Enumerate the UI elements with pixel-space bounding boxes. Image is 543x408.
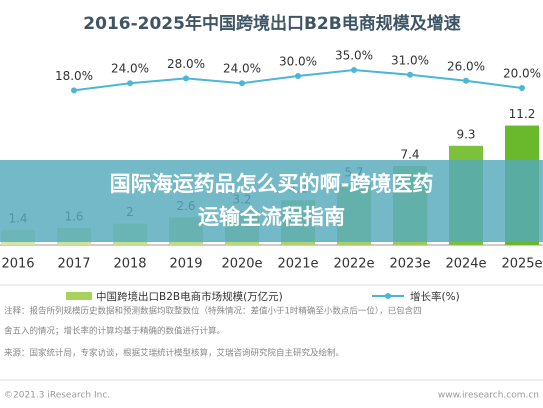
copyright: ©2021.3 iResearch Inc. [4, 391, 110, 401]
x-tick-label: 2025e [501, 257, 542, 272]
bar-label: 11.2 [509, 107, 536, 121]
bar-label: 9.3 [456, 127, 475, 141]
chart-title: 2016-2025年中国跨境出口B2B电商规模及增速 [83, 13, 460, 34]
line-label: 31.0% [391, 53, 429, 67]
line-point [407, 71, 413, 78]
line-label: 26.0% [447, 59, 485, 73]
line-point [127, 80, 133, 87]
line-label: 24.0% [111, 62, 149, 76]
source: 来源：国家统计局，专家访谈，根据艾瑞统计模型核算，艾瑞咨询研究院自主研究及绘制。 [4, 348, 344, 359]
x-tick-label: 2018 [113, 257, 146, 272]
bar-label: 7.4 [400, 148, 419, 162]
x-tick-label: 2020e [221, 257, 262, 272]
line-label: 18.0% [55, 69, 93, 83]
legend-swatch [385, 293, 391, 299]
note: 舍五入的情况；增长率的计算均基于精确的数值进行计算。 [4, 326, 225, 337]
x-tick-label: 2024e [445, 257, 486, 272]
line-label: 20.0% [503, 67, 541, 81]
x-tick-label: 2023e [389, 257, 430, 272]
x-tick-label: 2022e [333, 257, 374, 272]
legend-label: 中国跨境出口B2B电商市场规模(万亿元) [96, 290, 283, 303]
line-point [351, 67, 357, 73]
legend-label: 增长率(%) [410, 290, 460, 303]
line-point [239, 80, 245, 87]
website: www.iresearch.com.cn [438, 391, 539, 401]
note: 注释：报告所列规模历史数据和预测数据均取整数位（特殊情况：差值小于1时精确至小数… [4, 306, 422, 317]
line-label: 35.0% [335, 49, 373, 63]
line-point [71, 87, 77, 94]
line-label: 30.0% [279, 55, 317, 69]
banner-line: 运输全流程指南 [198, 205, 345, 229]
x-tick-label: 2016 [1, 257, 34, 272]
banner: 国际海运药品怎么买的啊-跨境医药 运输全流程指南 [0, 160, 543, 242]
line-point [519, 85, 525, 91]
line-label: 24.0% [223, 62, 261, 76]
line-point [463, 77, 469, 84]
line-label: 28.0% [167, 57, 205, 71]
x-tick-label: 2017 [57, 257, 90, 272]
line-point [295, 73, 301, 79]
line-point [183, 75, 189, 82]
banner-line: 国际海运药品怎么买的啊-跨境医药 [109, 172, 434, 196]
legend-swatch [66, 292, 92, 300]
x-tick-label: 2019 [169, 257, 202, 272]
x-tick-label: 2021e [277, 257, 318, 272]
